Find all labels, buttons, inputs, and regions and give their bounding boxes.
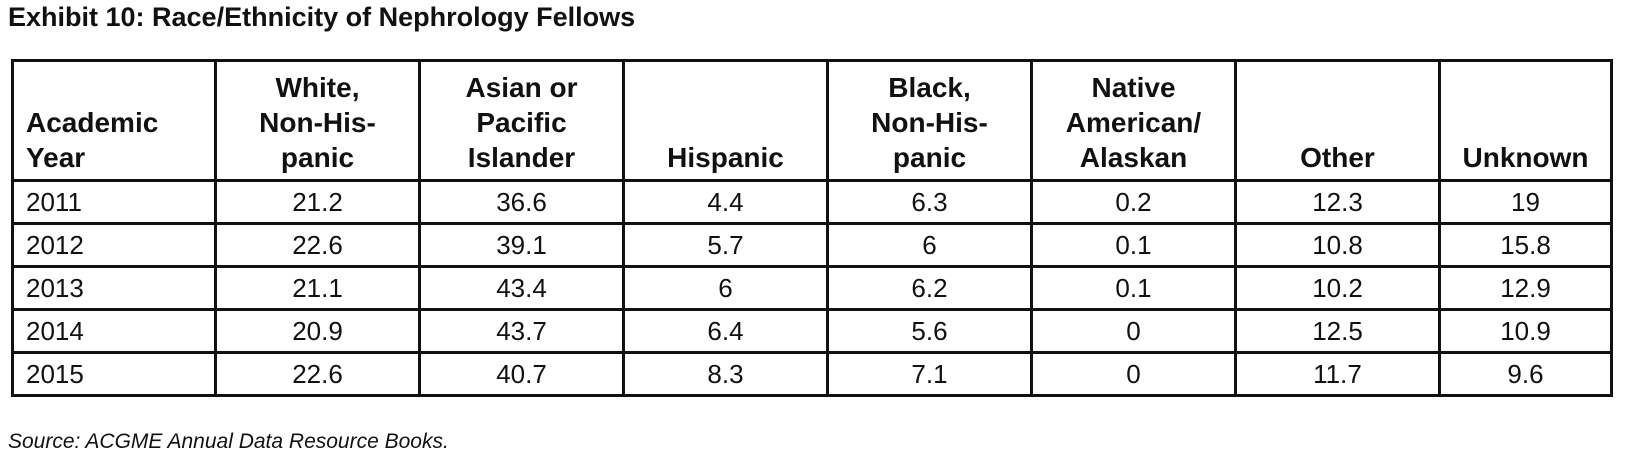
title: Exhibit 10: Race/Ethnicity of Nephrology… [8, 2, 636, 32]
value-cell: 15.8 [1438, 222, 1613, 268]
header-line: Year [26, 142, 86, 173]
header-line: Unknown [1462, 142, 1589, 173]
value-cell: 20.9 [214, 308, 421, 354]
value-cell: 0 [1030, 308, 1237, 354]
column-header: Native American/Alaskan [1030, 59, 1237, 182]
value-cell: 39.1 [418, 222, 625, 268]
value-cell: 19 [1438, 179, 1613, 225]
year-cell: 2013 [11, 265, 217, 311]
value-cell: 6.2 [826, 265, 1033, 311]
header-line: Islander [467, 142, 576, 173]
table-row: 2013 21.1 43.4 6 6.2 0.1 10.2 12.9 [11, 265, 1613, 311]
year-cell: 2011 [11, 179, 217, 225]
value-cell: 21.2 [214, 179, 421, 225]
value-cell: 21.1 [214, 265, 421, 311]
header-line: Academic [26, 107, 159, 138]
header-line: Asian or [465, 72, 578, 103]
header-line: Alaskan [1079, 142, 1188, 173]
header-line: White, [275, 72, 360, 103]
value-cell: 22.6 [214, 222, 421, 268]
value-cell: 10.8 [1234, 222, 1441, 268]
header-line: Non-His- [871, 107, 988, 138]
header-line: Black, [888, 72, 971, 103]
header-line: American/ [1065, 107, 1202, 138]
table-head: Academic Year White, Non-His-panic Asian or P… [11, 59, 1613, 182]
year-cell: 2014 [11, 308, 217, 354]
year-cell: 2015 [11, 351, 217, 397]
column-header: Other [1234, 59, 1441, 182]
column-header: Unknown [1438, 59, 1613, 182]
source-note: Source: ACGME Annual Data Resource Books… [8, 430, 449, 453]
table-row: 2012 22.6 39.1 5.7 6 0.1 10.8 15.8 [11, 222, 1613, 268]
value-cell: 6 [622, 265, 829, 311]
header-line: Hispanic [667, 142, 784, 173]
value-cell: 36.6 [418, 179, 625, 225]
header-row: Academic Year White, Non-His-panic Asian or P… [11, 59, 1613, 182]
value-cell: 6 [826, 222, 1033, 268]
value-cell: 10.2 [1234, 265, 1441, 311]
header-line: Native [1091, 72, 1176, 103]
value-cell: 7.1 [826, 351, 1033, 397]
table-body: 2011 21.2 36.6 4.4 6.3 0.2 12.3 19 2012 22.6 39.1 5… [11, 179, 1613, 397]
value-cell: 9.6 [1438, 351, 1613, 397]
value-cell: 40.7 [418, 351, 625, 397]
header-line: panic [892, 142, 967, 173]
column-header: Hispanic [622, 59, 829, 182]
year-cell: 2012 [11, 222, 217, 268]
header-line: Pacific [476, 107, 567, 138]
header-line: panic [280, 142, 355, 173]
header-line: Other [1300, 142, 1375, 173]
table-row: 2014 20.9 43.7 6.4 5.6 0 12.5 10.9 [11, 308, 1613, 354]
value-cell: 4.4 [622, 179, 829, 225]
value-cell: 6.4 [622, 308, 829, 354]
table-row: 2015 22.6 40.7 8.3 7.1 0 11.7 9.6 [11, 351, 1613, 397]
column-header: White, Non-His-panic [214, 59, 421, 182]
value-cell: 12.9 [1438, 265, 1613, 311]
value-cell: 43.7 [418, 308, 625, 354]
value-cell: 43.4 [418, 265, 625, 311]
value-cell: 5.6 [826, 308, 1033, 354]
value-cell: 0 [1030, 351, 1237, 397]
header-line: Non-His- [259, 107, 376, 138]
value-cell: 12.5 [1234, 308, 1441, 354]
column-header: Black, Non-His-panic [826, 59, 1033, 182]
table-row: 2011 21.2 36.6 4.4 6.3 0.2 12.3 19 [11, 179, 1613, 225]
value-cell: 11.7 [1234, 351, 1441, 397]
value-cell: 0.1 [1030, 222, 1237, 268]
value-cell: 0.1 [1030, 265, 1237, 311]
value-cell: 5.7 [622, 222, 829, 268]
value-cell: 0.2 [1030, 179, 1237, 225]
data-table: Academic Year White, Non-His-panic Asian or P… [11, 59, 1613, 397]
value-cell: 10.9 [1438, 308, 1613, 354]
value-cell: 8.3 [622, 351, 829, 397]
value-cell: 6.3 [826, 179, 1033, 225]
value-cell: 12.3 [1234, 179, 1441, 225]
value-cell: 22.6 [214, 351, 421, 397]
column-header: Asian or Pacific Islander [418, 59, 625, 182]
column-header: Academic Year [11, 59, 217, 182]
